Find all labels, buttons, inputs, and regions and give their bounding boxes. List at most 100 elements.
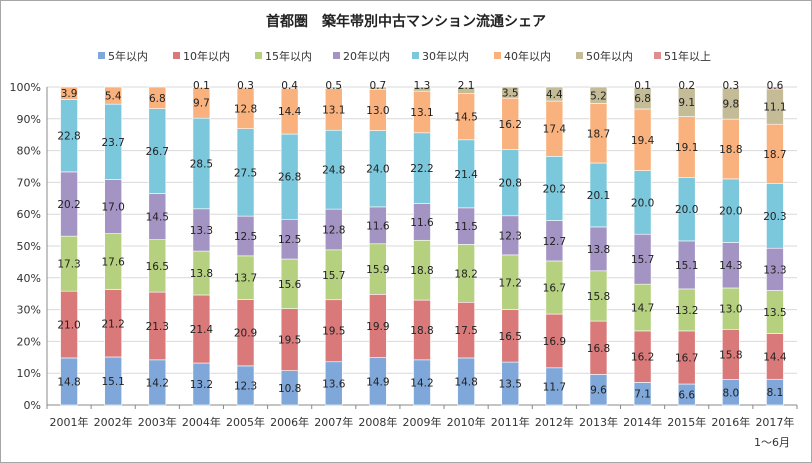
legend-label: 40年以内 [504, 49, 551, 63]
y-tick-label: 70% [17, 176, 41, 189]
data-label: 16.5 [146, 261, 169, 273]
data-label: 23.7 [101, 137, 124, 149]
data-label: 5.4 [105, 91, 122, 103]
data-label: 21.2 [101, 318, 124, 330]
x-tick-label: 2008年 [358, 415, 397, 429]
data-label: 6.8 [634, 93, 651, 105]
x-tick-label: 2002年 [94, 415, 133, 429]
data-label: 16.5 [499, 331, 522, 343]
bar-segment [369, 86, 387, 90]
data-label: 13.5 [763, 307, 786, 319]
data-label: 17.3 [57, 259, 80, 271]
data-label: 20.2 [57, 199, 80, 211]
y-tick-label: 50% [17, 240, 41, 253]
data-label: 13.3 [763, 264, 786, 276]
legend-swatch [654, 52, 661, 59]
chart-title: 首都圏 築年帯別中古マンション流通シェア [266, 13, 546, 30]
data-label: 12.3 [234, 380, 257, 392]
data-label: 26.8 [278, 172, 301, 184]
bar-segment [104, 86, 122, 105]
x-tick-label: 2009年 [403, 415, 442, 429]
data-label: 18.7 [763, 149, 786, 161]
data-label: 19.1 [675, 142, 698, 154]
bar-segment [677, 86, 696, 88]
legend-label: 51年以上 [664, 49, 711, 63]
data-label: 11.6 [410, 217, 434, 229]
data-label: 16.7 [543, 282, 566, 294]
legend-swatch [255, 52, 262, 59]
data-label: 16.9 [543, 336, 566, 348]
data-label: 8.0 [722, 387, 739, 399]
legend-label: 5年以内 [108, 49, 148, 63]
legend-swatch [576, 52, 583, 59]
data-label: 14.7 [631, 303, 654, 315]
legend-swatch [333, 52, 340, 59]
data-label: 28.5 [190, 158, 213, 170]
data-label: 19.9 [366, 321, 389, 333]
x-tick-label: 2013年 [579, 415, 618, 429]
x-tick-label: 2007年 [314, 415, 353, 429]
bar-segment [280, 86, 299, 89]
data-label: 13.8 [587, 244, 610, 256]
y-tick-label: 20% [17, 335, 41, 348]
data-label: 22.8 [57, 131, 80, 143]
data-label: 12.3 [499, 230, 522, 242]
data-label: 14.3 [719, 260, 742, 272]
bar-segment [60, 86, 78, 100]
legend-label: 30年以内 [422, 49, 469, 63]
data-label: 1.3 [414, 80, 431, 92]
bars: 14.8 21.0 17.3 20.2 22.8 3.9 15.1 21.2 17.6 17.0 2… [57, 80, 787, 406]
bar-segment [722, 86, 740, 89]
data-label: 14.9 [366, 376, 389, 388]
data-label: 15.1 [101, 376, 124, 388]
data-label: 15.8 [719, 349, 742, 361]
data-label: 27.5 [234, 167, 257, 179]
data-label: 16.7 [675, 352, 698, 364]
data-label: 15.7 [631, 254, 654, 266]
data-label: 26.7 [146, 146, 169, 158]
bar-segment [501, 86, 520, 99]
legend-label: 10年以内 [183, 49, 230, 63]
data-label: 20.9 [234, 328, 257, 340]
data-label: 12.8 [234, 103, 257, 115]
data-label: 16.2 [499, 119, 522, 131]
data-label: 19.5 [322, 326, 345, 338]
data-label: 7.1 [634, 389, 651, 401]
data-label: 21.3 [146, 321, 169, 333]
data-label: 15.1 [675, 260, 698, 272]
data-label: 16.2 [631, 352, 654, 364]
y-tick-label: 100% [10, 81, 41, 94]
data-label: 0.1 [634, 80, 651, 92]
data-label: 6.8 [149, 93, 166, 105]
data-label: 15.8 [587, 291, 610, 303]
bar-segment [545, 86, 564, 102]
data-label: 14.8 [454, 376, 477, 388]
bar-segment [324, 86, 343, 89]
data-label: 13.2 [190, 379, 213, 391]
data-label: 9.8 [722, 99, 739, 111]
x-tick-label: 2010年 [447, 415, 486, 429]
data-label: 14.4 [278, 106, 302, 118]
y-tick-label: 80% [17, 145, 41, 158]
data-label: 20.1 [587, 190, 610, 202]
x-tick-label: 2017年 [755, 415, 794, 429]
data-label: 14.5 [146, 212, 169, 224]
data-label: 15.9 [366, 264, 389, 276]
data-label: 13.8 [190, 268, 213, 280]
data-label: 18.2 [454, 268, 477, 280]
data-label: 20.0 [719, 206, 742, 218]
data-label: 13.6 [322, 378, 346, 390]
x-tick-label: 2016年 [711, 415, 750, 429]
data-label: 22.2 [410, 163, 433, 175]
data-label: 9.1 [678, 97, 695, 109]
data-label: 13.7 [234, 273, 257, 285]
x-tick-label: 2003年 [138, 415, 177, 429]
legend-swatch [412, 52, 419, 59]
data-label: 11.7 [543, 381, 566, 393]
legend-swatch [98, 52, 105, 59]
data-label: 3.5 [502, 88, 519, 100]
data-label: 0.3 [237, 80, 254, 92]
data-label: 12.5 [278, 234, 301, 246]
data-label: 20.8 [499, 178, 522, 190]
